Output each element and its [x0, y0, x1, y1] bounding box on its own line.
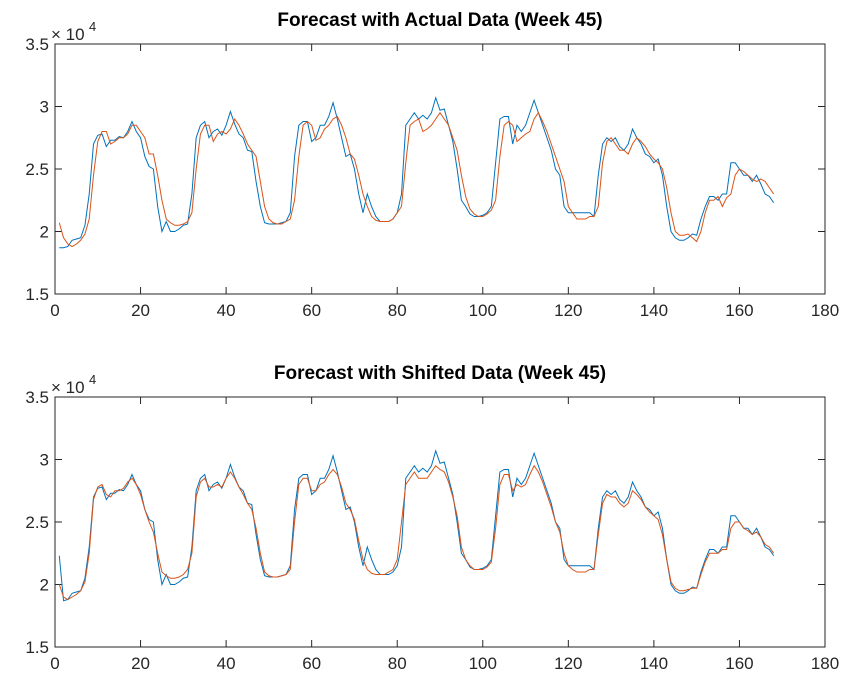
y-exponent-base: × 10 — [51, 378, 85, 397]
y-tick-label: 3.5 — [25, 388, 49, 407]
y-tick-label: 3.5 — [25, 35, 49, 54]
x-tick-label: 0 — [50, 654, 59, 673]
y-tick-label: 1.5 — [25, 638, 49, 657]
axes-box — [54, 396, 826, 648]
x-tick-label: 80 — [388, 654, 407, 673]
y-tick-label: 2 — [40, 223, 49, 242]
y-tick-label: 2.5 — [25, 160, 49, 179]
x-tick-label: 40 — [217, 654, 236, 673]
data-line — [59, 96, 775, 249]
plot-area — [55, 397, 825, 647]
x-tick-label: 160 — [725, 654, 753, 673]
data-line — [58, 449, 775, 602]
x-tick-label: 80 — [388, 301, 407, 320]
x-tick-label: 180 — [811, 654, 839, 673]
x-tick-label: 140 — [640, 654, 668, 673]
x-tick-label: 20 — [131, 301, 150, 320]
x-tick-label: 120 — [554, 654, 582, 673]
y-exponent-power: 4 — [89, 372, 96, 387]
y-tick-label: 3 — [40, 98, 49, 117]
x-tick-label: 100 — [469, 654, 497, 673]
chart-title: Forecast with Actual Data (Week 45) — [277, 10, 602, 31]
x-tick-label: 40 — [217, 301, 236, 320]
y-exponent-power: 4 — [89, 19, 96, 34]
axes-box — [54, 43, 826, 295]
y-tick-label: 2.5 — [25, 513, 49, 532]
x-tick-label: 140 — [640, 301, 668, 320]
plot-area — [55, 44, 825, 294]
x-tick-label: 0 — [50, 301, 59, 320]
x-tick-label: 180 — [811, 301, 839, 320]
x-tick-label: 20 — [131, 654, 150, 673]
x-tick-label: 100 — [469, 301, 497, 320]
x-tick-label: 60 — [302, 301, 321, 320]
y-tick-label: 3 — [40, 451, 49, 470]
y-tick-label: 1.5 — [25, 285, 49, 304]
data-line — [58, 464, 775, 601]
chart-title: Forecast with Shifted Data (Week 45) — [274, 363, 606, 384]
data-line — [58, 111, 775, 248]
x-tick-label: 120 — [554, 301, 582, 320]
y-exponent-base: × 10 — [51, 25, 85, 44]
x-tick-label: 160 — [725, 301, 753, 320]
y-tick-label: 2 — [40, 576, 49, 595]
x-tick-label: 60 — [302, 654, 321, 673]
